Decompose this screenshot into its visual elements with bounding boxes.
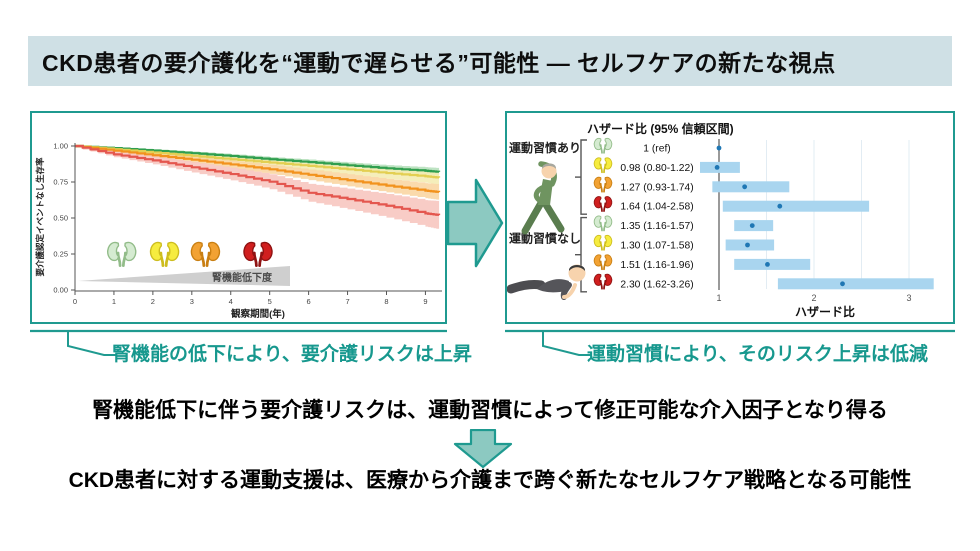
group-bracket	[580, 216, 587, 293]
km-curve-kidney-function-severe	[75, 144, 441, 216]
ci-bar	[722, 200, 870, 212]
hr-row-label: 1 (ref)	[643, 144, 670, 155]
km-x-tick: 6	[307, 297, 311, 306]
km-x-tick: 0	[73, 297, 77, 306]
hr-point-estimate	[745, 242, 750, 248]
hr-row-label: 1.51 (1.16-1.96)	[620, 260, 693, 271]
hr-point-estimate	[714, 165, 720, 170]
hr-point-estimate	[742, 184, 748, 190]
km-survival-chart: 1.00 0.75 0.50 0.25 0.00 0 1 2 3 4 5 6 7 8 9 観察期間(年) 要介護…	[32, 113, 445, 322]
hr-point-estimate	[765, 262, 770, 267]
forest-x-tick: 2	[811, 293, 816, 303]
kidney-icon-yellow	[149, 241, 180, 268]
group-label-no-exercise: 運動習慣なし	[509, 231, 581, 246]
ci-bar	[700, 161, 740, 173]
hr-row-label: 1.27 (0.93-1.74)	[620, 182, 693, 193]
forest-header: ハザード比 (95% 信頼区間)	[587, 121, 734, 136]
km-curve-kidney-function-moderate	[75, 144, 441, 193]
km-x-tick: 5	[268, 297, 272, 306]
kidney-icon-green	[593, 137, 613, 154]
page-title: CKD患者の要介護化を“運動で遅らせる”可能性 ― セルフケアの新たな視点	[42, 50, 836, 76]
km-x-tick: 2	[151, 297, 155, 306]
kidney-icon-red	[593, 196, 613, 212]
kidney-icon-red	[243, 241, 273, 268]
kidney-icon-yellow	[593, 234, 613, 251]
hr-point-estimate	[749, 223, 755, 228]
flow-arrow-right-icon	[446, 178, 504, 268]
km-y-tick: 1.00	[53, 142, 68, 151]
km-caption: 腎機能の低下により、要介護リスクは上昇	[112, 344, 472, 365]
hr-row-label: 2.30 (1.62-3.26)	[620, 279, 693, 290]
exercising-person-illustration	[521, 161, 565, 235]
km-x-axis-label: 観察期間(年)	[231, 308, 285, 320]
conclusion-statement-1: 腎機能低下に伴う要介護リスクは、運動習慣によって修正可能な介入因子となり得る	[92, 399, 888, 422]
forest-x-axis-label: ハザード比	[795, 304, 855, 319]
ci-bar	[734, 258, 811, 270]
kidney-icon-yellow	[593, 157, 613, 174]
conclusion-statement-2: CKD患者に対する運動支援は、医療から介護まで跨ぐ新たなセルフケア戦略となる可能…	[68, 469, 912, 492]
title-bar: CKD患者の要介護化を“運動で遅らせる”可能性 ― セルフケアの新たな視点	[28, 36, 952, 86]
kidney-icon-orange	[593, 254, 613, 271]
hr-point-estimate	[716, 145, 722, 151]
forest-callout-connector	[505, 329, 955, 356]
km-x-tick: 4	[229, 297, 233, 306]
hr-point-estimate	[777, 203, 783, 209]
km-y-tick: 0.75	[53, 178, 68, 187]
ci-bar	[712, 181, 790, 193]
forest-x-tick: 1	[716, 293, 721, 303]
km-x-tick: 3	[190, 297, 194, 306]
km-callout-connector	[30, 329, 447, 356]
hr-row-label: 1.64 (1.04-2.58)	[620, 202, 693, 213]
flow-arrow-down-icon	[453, 429, 513, 469]
km-band-kidney-function-moderate	[75, 146, 440, 200]
kidney-icon-orange	[593, 176, 613, 193]
km-panel: 1.00 0.75 0.50 0.25 0.00 0 1 2 3 4 5 6 7 8 9 観察期間(年) 要介護…	[30, 111, 447, 324]
group-label-exercise: 運動習慣あり	[509, 140, 581, 155]
hr-row-label: 1.30 (1.07-1.58)	[620, 241, 693, 252]
forest-plot-chart: ハザード比 (95% 信頼区間) 1 2 3 ハザード比 1 (ref) 0.98 (0.8…	[506, 113, 953, 322]
group-bracket	[580, 139, 587, 215]
km-band-kidney-function-severe	[75, 146, 440, 230]
km-curve-kidney-function-mild	[75, 144, 441, 179]
km-x-tick: 7	[345, 297, 349, 306]
km-x-tick: 9	[423, 297, 427, 306]
kidney-decline-wedge-label: 腎機能低下度	[212, 271, 273, 284]
km-y-tick: 0.00	[53, 286, 68, 295]
km-curve-kidney-function-best	[75, 144, 441, 173]
km-x-tick: 1	[112, 297, 116, 306]
lying-person-illustration	[506, 264, 586, 300]
km-y-tick: 0.50	[53, 214, 68, 223]
hr-row-label: 1.35 (1.16-1.57)	[620, 221, 693, 232]
ci-bar	[777, 278, 934, 290]
hr-point-estimate	[840, 281, 845, 287]
forest-caption: 運動習慣により、そのリスク上昇は低減	[587, 344, 928, 365]
hr-row-label: 0.98 (0.80-1.22)	[620, 163, 693, 174]
kidney-icon-green	[107, 241, 137, 268]
kidney-decline-wedge	[78, 266, 290, 286]
forest-x-tick: 3	[906, 293, 911, 303]
kidney-icon-green	[593, 215, 613, 232]
kidney-icon-red	[593, 273, 613, 290]
forest-panel: ハザード比 (95% 信頼区間) 1 2 3 ハザード比 1 (ref) 0.98 (0.8…	[505, 111, 955, 324]
kidney-icon-orange	[190, 241, 221, 268]
km-y-axis-label: 要介護認定イベントなし生存率	[35, 157, 45, 277]
km-y-tick: 0.25	[53, 250, 68, 259]
km-x-tick: 8	[384, 297, 388, 306]
